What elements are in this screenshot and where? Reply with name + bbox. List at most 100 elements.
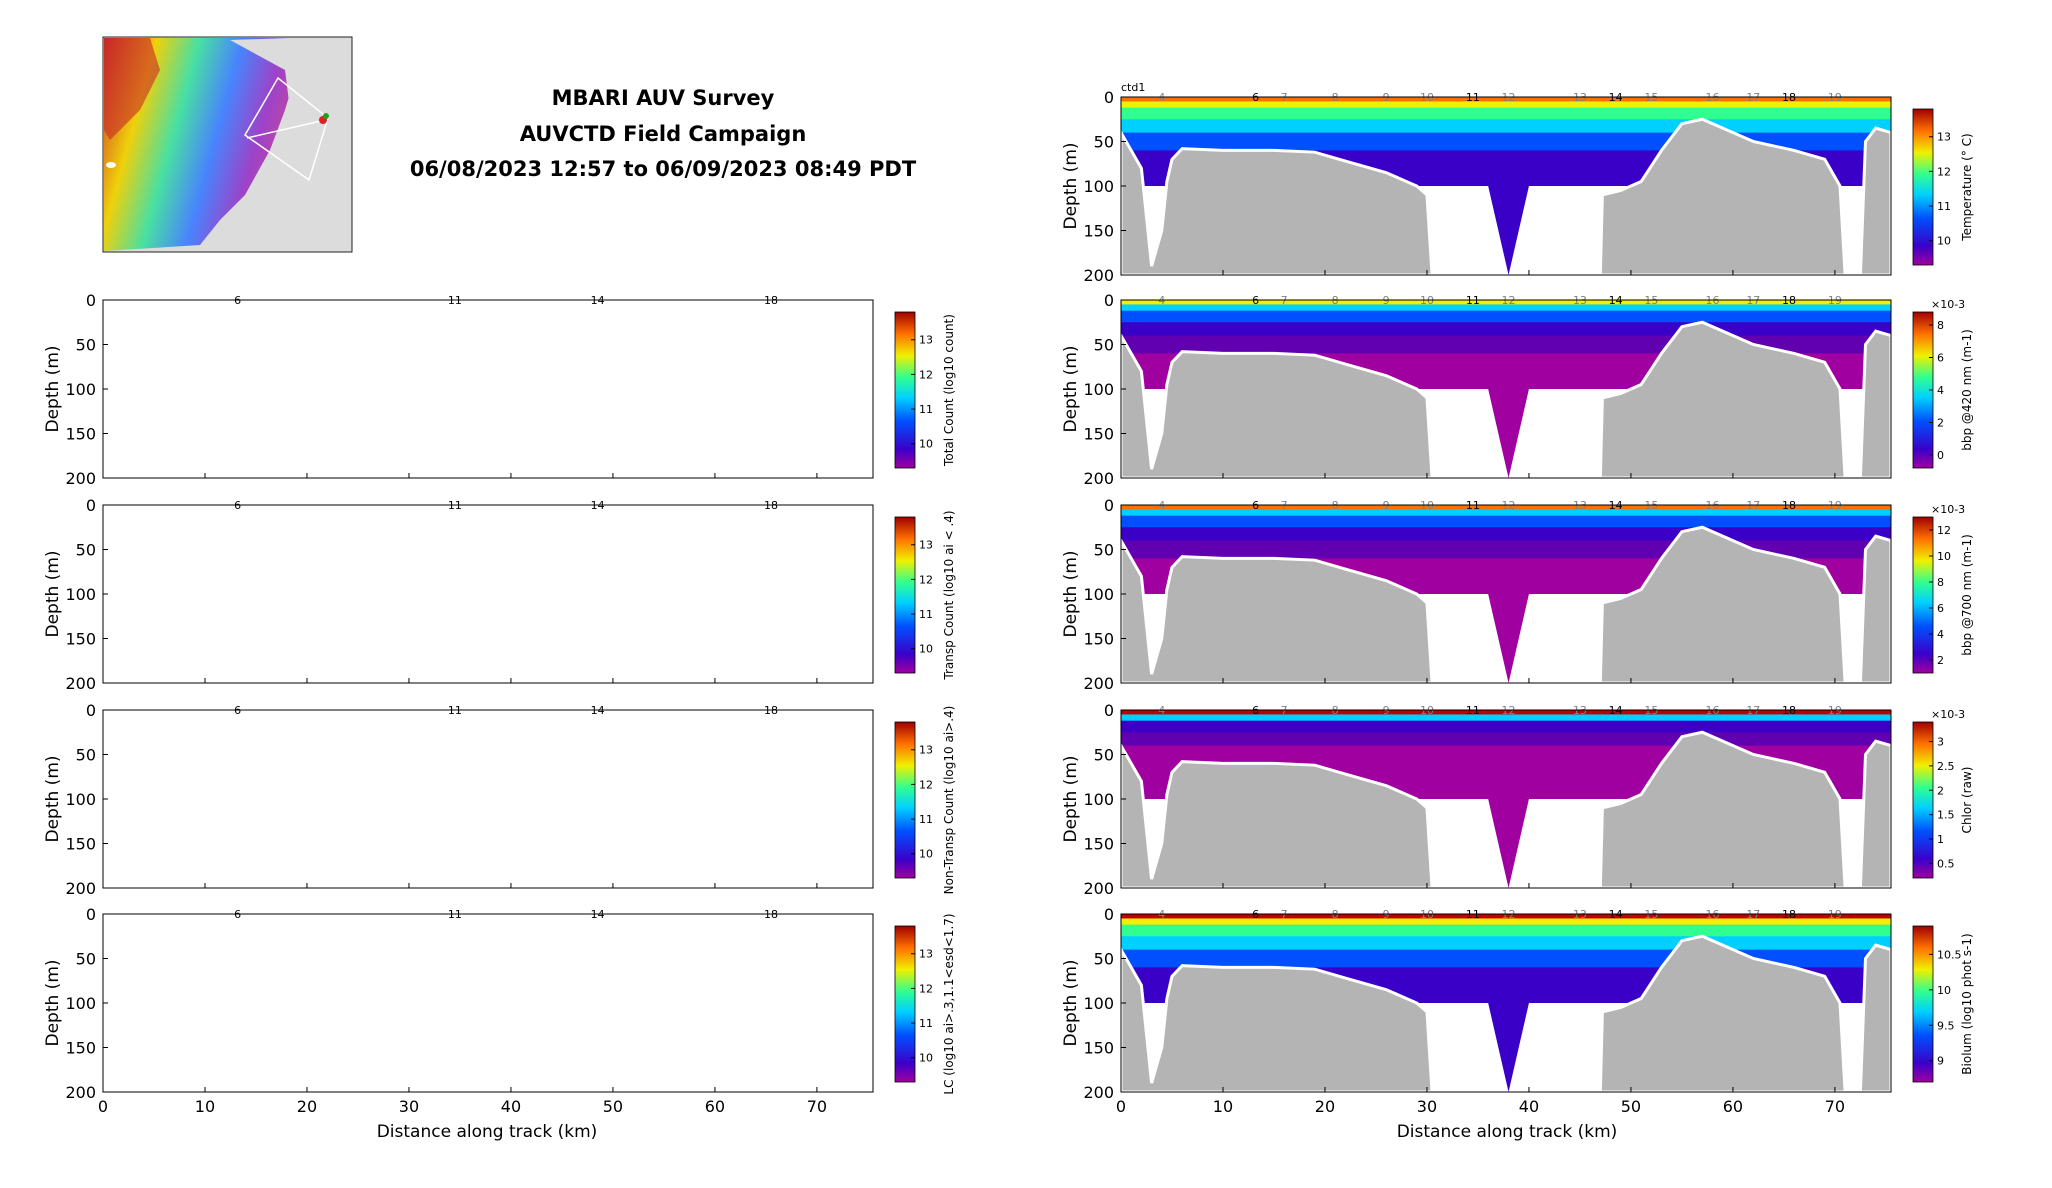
chlor-field bbox=[1121, 710, 1891, 888]
cb-tick-label: 2 bbox=[1937, 784, 1944, 797]
y-tick-label: 150 bbox=[1083, 835, 1114, 854]
left-non-transp-count-colorbar bbox=[894, 721, 916, 879]
contour-band bbox=[1121, 97, 1891, 108]
y-tick-label: 50 bbox=[1094, 950, 1114, 969]
contour-band bbox=[1121, 505, 1891, 510]
y-tick-label: 200 bbox=[1083, 266, 1114, 285]
cb-tick-label: 0 bbox=[1937, 449, 1944, 462]
y-tick-label: 50 bbox=[76, 336, 96, 355]
cb-tick-label: 11 bbox=[919, 1017, 933, 1030]
right-panel-chlor: 4 6 7 8 9 10 11 12 13 14 15 16 17 18 19050100150200Dep… bbox=[1061, 701, 1974, 898]
y-tick-label: 100 bbox=[65, 994, 96, 1013]
y-tick-label: 0 bbox=[86, 905, 96, 924]
y-tick-label: 200 bbox=[1083, 469, 1114, 488]
x-tick-label: 50 bbox=[1621, 1097, 1641, 1116]
cb-tick-label: 6 bbox=[1937, 602, 1944, 615]
waypoint-label: 18 bbox=[764, 499, 778, 512]
right-bbp700-cb-label: bbp @700 nm (m-1) bbox=[1960, 534, 1974, 656]
no-data-region bbox=[1845, 799, 1861, 888]
seafloor-bathymetry bbox=[1121, 525, 1891, 683]
cb-tick-label: 11 bbox=[1937, 200, 1951, 213]
left-non-transp-count-ylabel: Depth (m) bbox=[43, 755, 63, 842]
cb-tick-label: 10 bbox=[919, 848, 933, 861]
contour-band bbox=[1121, 710, 1891, 715]
y-tick-label: 200 bbox=[1083, 879, 1114, 898]
waypoint-label: 11 bbox=[448, 294, 462, 307]
y-tick-label: 50 bbox=[1094, 746, 1114, 765]
cb-tick-label: 1.5 bbox=[1937, 809, 1955, 822]
y-tick-label: 200 bbox=[65, 879, 96, 898]
right-chlor-cb-label: Chlor (raw) bbox=[1960, 767, 1974, 834]
contour-band bbox=[1121, 505, 1891, 516]
map-bathymetry bbox=[104, 38, 300, 251]
y-tick-label: 50 bbox=[76, 950, 96, 969]
x-tick-label: 30 bbox=[399, 1097, 419, 1116]
y-tick-label: 100 bbox=[1083, 380, 1114, 399]
y-tick-label: 50 bbox=[76, 541, 96, 560]
title-line-1: MBARI AUV Survey bbox=[552, 86, 775, 110]
y-tick-label: 100 bbox=[65, 790, 96, 809]
x-tick-label: 40 bbox=[1519, 1097, 1539, 1116]
y-tick-label: 50 bbox=[76, 746, 96, 765]
right-bbp700-cb-exponent: ×10-3 bbox=[1931, 503, 1965, 516]
cb-tick-label: 12 bbox=[919, 368, 933, 381]
y-tick-label: 150 bbox=[1083, 630, 1114, 649]
y-tick-label: 150 bbox=[1083, 222, 1114, 241]
left-total-count-cb-label: Total Count (log10 count) bbox=[942, 314, 956, 467]
no-data-region bbox=[1432, 594, 1489, 683]
panel-background bbox=[103, 914, 873, 1092]
cb-tick-label: 3 bbox=[1937, 736, 1944, 749]
left-total-count-ylabel: Depth (m) bbox=[43, 345, 63, 432]
y-tick-label: 150 bbox=[65, 835, 96, 854]
cb-tick-label: 12 bbox=[919, 573, 933, 586]
x-tick-label: 10 bbox=[1213, 1097, 1233, 1116]
cb-tick-label: 13 bbox=[919, 948, 933, 961]
canyon-data-wedge bbox=[1488, 389, 1529, 478]
cb-tick-label: 13 bbox=[919, 744, 933, 757]
right-panel-bbp700: 4 6 7 8 9 10 11 12 13 14 15 16 17 18 19050100150200Dep… bbox=[1061, 496, 1974, 693]
right-bbp420-cb-exponent: ×10-3 bbox=[1931, 298, 1965, 311]
cb-tick-label: 12 bbox=[1937, 165, 1951, 178]
no-data-region bbox=[1845, 186, 1861, 275]
contour-band bbox=[1121, 300, 1891, 305]
y-tick-label: 100 bbox=[1083, 177, 1114, 196]
cb-tick-label: 2 bbox=[1937, 417, 1944, 430]
x-tick-label: 70 bbox=[807, 1097, 827, 1116]
waypoint-label: 14 bbox=[591, 294, 605, 307]
bbp420-field bbox=[1121, 300, 1891, 478]
contour-band bbox=[1121, 97, 1891, 102]
y-tick-label: 200 bbox=[65, 1083, 96, 1102]
left-panel-total-count: 0 50 100 150 200 Depth (m) 6 11 14 18 10 11 12 13 Tota… bbox=[43, 291, 956, 488]
survey-track bbox=[246, 119, 326, 139]
cb-tick-label: 10.5 bbox=[1937, 948, 1962, 961]
right-biolum-ylabel: Depth (m) bbox=[1061, 959, 1081, 1046]
cb-tick-label: 2.5 bbox=[1937, 760, 1955, 773]
y-tick-label: 200 bbox=[65, 469, 96, 488]
x-tick-label: 70 bbox=[1825, 1097, 1845, 1116]
waypoint-label: 14 bbox=[591, 704, 605, 717]
waypoint-label: 6 bbox=[234, 294, 241, 307]
y-tick-label: 0 bbox=[1104, 88, 1114, 107]
left-total-count-colorbar bbox=[894, 311, 916, 469]
y-tick-label: 100 bbox=[65, 585, 96, 604]
y-tick-label: 100 bbox=[1083, 994, 1114, 1013]
waypoint-label: 14 bbox=[591, 499, 605, 512]
right-temperature-ylabel: Depth (m) bbox=[1061, 142, 1081, 229]
right-chlor-colorbar bbox=[1912, 721, 1934, 879]
no-data-region bbox=[1528, 594, 1601, 683]
y-tick-label: 0 bbox=[86, 496, 96, 515]
no-data-region bbox=[1432, 1003, 1489, 1092]
waypoint-label: 6 bbox=[234, 499, 241, 512]
left-panel-transp-count: 0 50 100 150 200 Depth (m) 6 11 14 18 10 11 12 13 Tran… bbox=[43, 496, 956, 693]
cb-tick-label: 2 bbox=[1937, 654, 1944, 667]
contour-band bbox=[1121, 300, 1891, 311]
y-tick-label: 200 bbox=[1083, 674, 1114, 693]
cb-tick-label: 8 bbox=[1937, 576, 1944, 589]
no-data-region bbox=[1528, 389, 1601, 478]
waypoint-label: 14 bbox=[591, 908, 605, 921]
cb-tick-label: 4 bbox=[1937, 628, 1944, 641]
no-data-region bbox=[1528, 799, 1601, 888]
right-panels: 4 6 7 8 9 10 11 12 13 14 15 16 17 18 19050100150200Dep… bbox=[1061, 81, 1974, 1116]
cb-tick-label: 13 bbox=[1937, 131, 1951, 144]
